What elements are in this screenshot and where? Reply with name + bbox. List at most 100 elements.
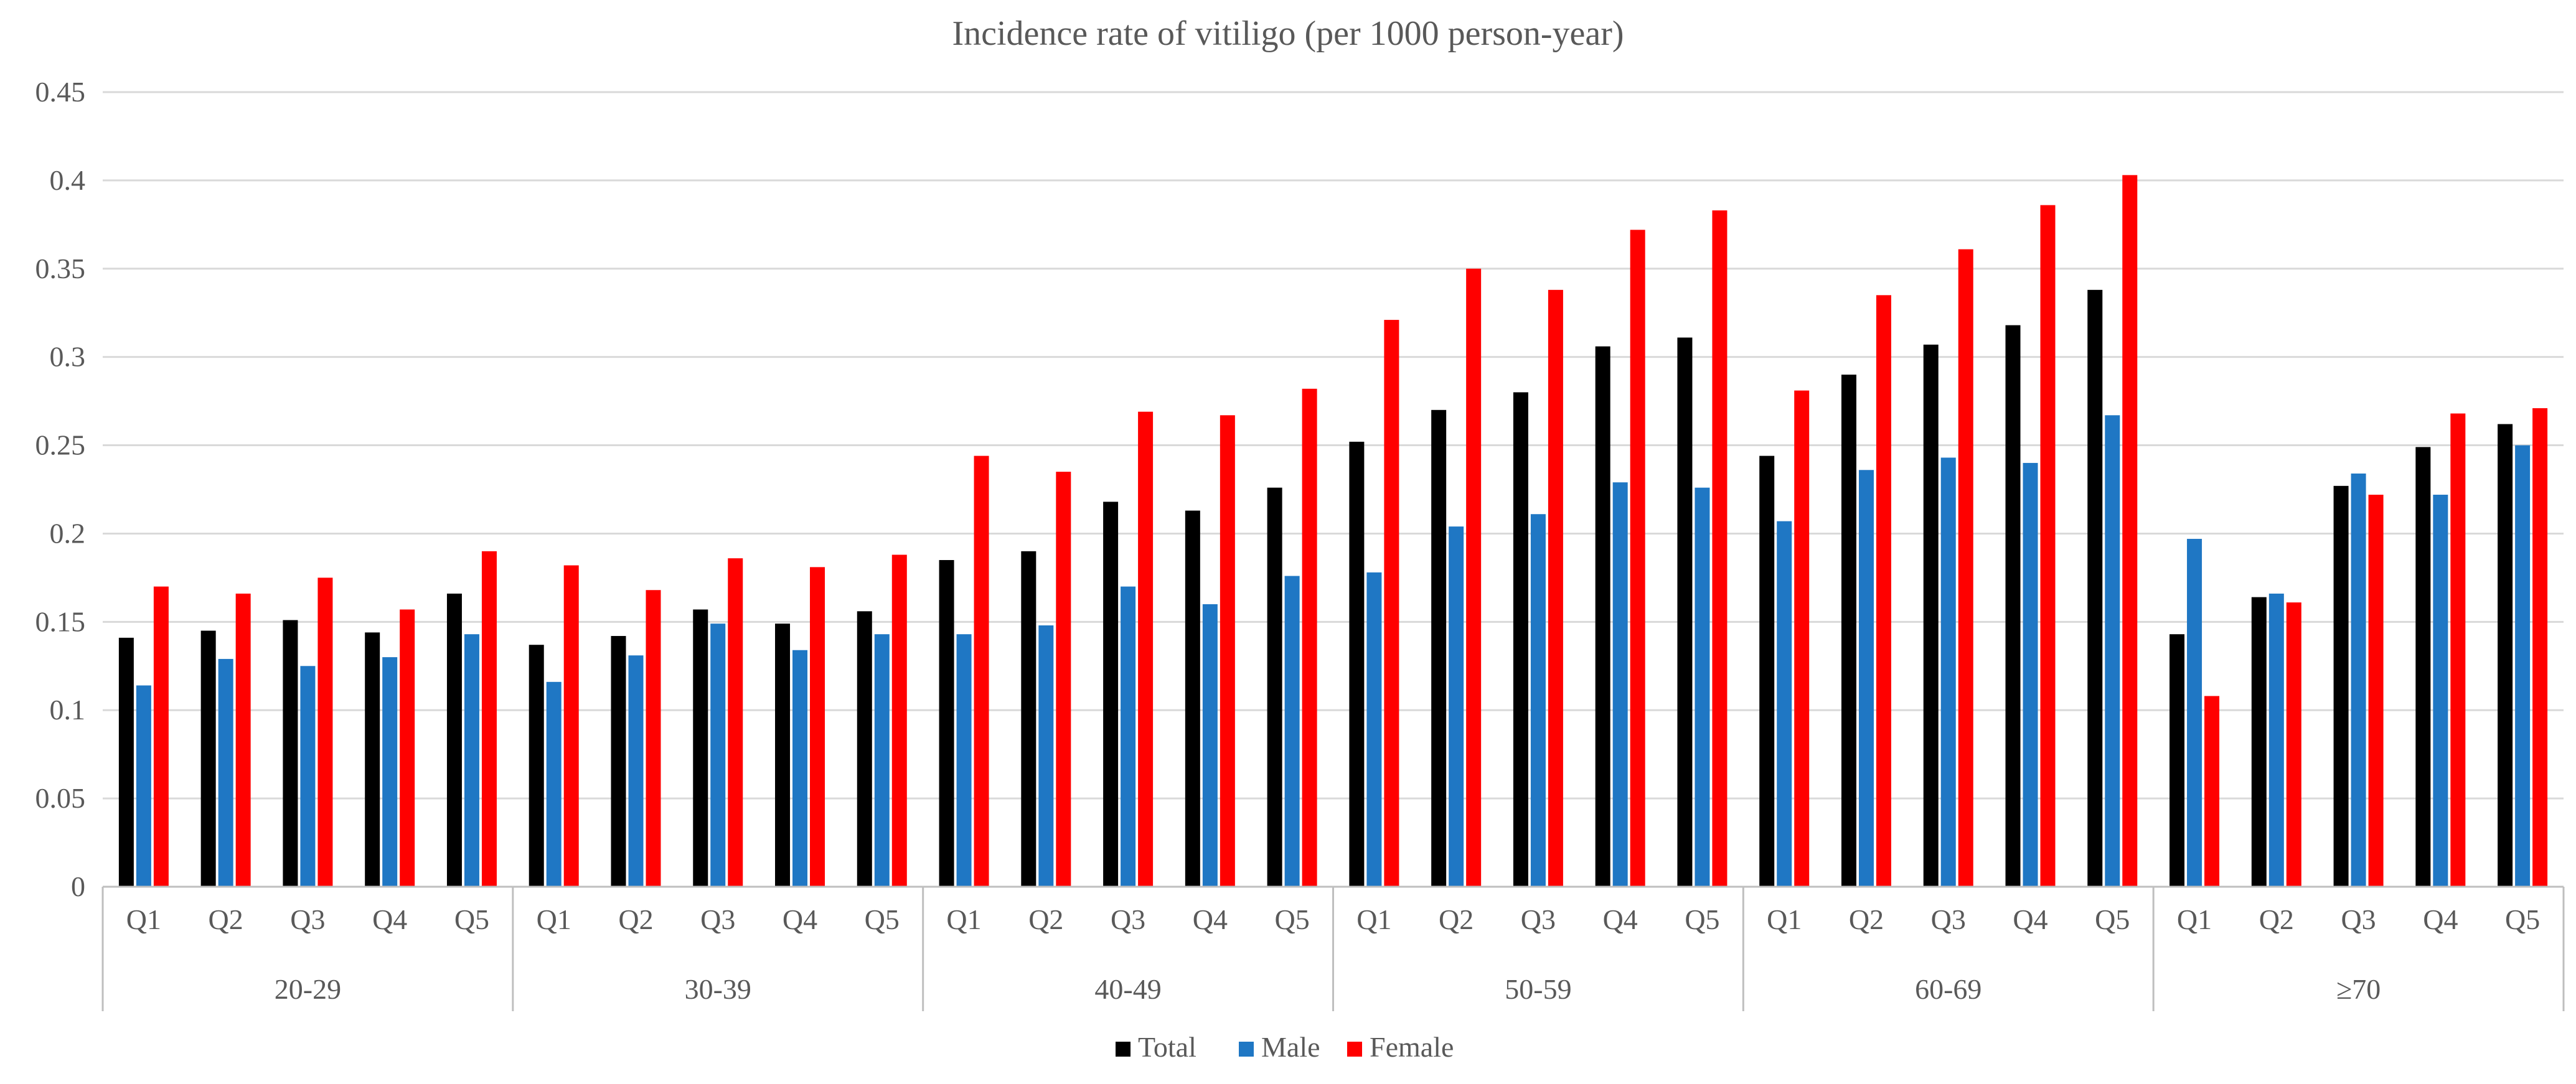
bar-female xyxy=(1466,268,1482,887)
bar-total xyxy=(1431,409,1447,887)
bar-male xyxy=(1695,487,1710,887)
x-tick-label: Q2 xyxy=(1028,904,1063,935)
bar-male xyxy=(956,634,972,887)
bar-male xyxy=(2187,538,2202,887)
bar-female xyxy=(481,551,497,887)
bar-male xyxy=(1449,526,1464,887)
x-tick-label: Q5 xyxy=(1685,904,1719,935)
bar-female xyxy=(563,565,579,887)
bars xyxy=(118,175,2548,887)
bar-male xyxy=(1366,572,1382,887)
bar-total xyxy=(1677,337,1693,887)
bar-female xyxy=(1548,289,1563,887)
bar-female xyxy=(891,554,907,887)
bar-female xyxy=(974,456,989,887)
x-tick-label: Q1 xyxy=(946,904,981,935)
x-tick-label: Q2 xyxy=(2259,904,2294,935)
bar-female xyxy=(646,590,661,887)
x-tick-label: Q1 xyxy=(537,904,571,935)
bar-male xyxy=(382,657,398,887)
y-tick-label: 0.2 xyxy=(50,517,86,549)
x-tick-label: Q3 xyxy=(2341,904,2376,935)
bar-total xyxy=(1513,392,1528,887)
bar-total xyxy=(2333,485,2349,887)
y-tick-label: 0.3 xyxy=(50,341,86,373)
bar-male xyxy=(2433,495,2448,887)
bar-female xyxy=(1794,390,1810,887)
bar-male xyxy=(1530,514,1546,887)
x-tick-label: Q4 xyxy=(783,904,817,935)
bar-male xyxy=(1777,521,1792,887)
y-axis-ticks: 0 0.05 0.1 0.15 0.2 0.25 0.3 0.35 0.4 0.45 xyxy=(35,76,86,902)
x-tick-label: Q4 xyxy=(2423,904,2458,935)
bar-total xyxy=(1103,502,1119,887)
bar-female xyxy=(1302,388,1317,887)
bar-female xyxy=(1056,472,1071,887)
bar-male xyxy=(1284,576,1300,887)
x-tick-label: Q5 xyxy=(1274,904,1309,935)
x-tick-label: Q3 xyxy=(1931,904,1966,935)
y-tick-label: 0.45 xyxy=(35,76,86,108)
x-tick-label: Q3 xyxy=(1521,904,1556,935)
x-tick-label: Q4 xyxy=(1603,904,1638,935)
bar-total xyxy=(365,632,380,887)
bar-female xyxy=(2368,495,2384,887)
bar-total xyxy=(118,637,134,887)
gridlines xyxy=(103,91,2564,800)
y-tick-label: 0 xyxy=(71,871,85,902)
bar-total xyxy=(939,560,954,887)
bar-total xyxy=(1923,344,1939,887)
bar-total xyxy=(1349,441,1365,887)
x-tick-label: Q4 xyxy=(2013,904,2047,935)
bar-male xyxy=(1940,457,1956,887)
bar-total xyxy=(2498,424,2513,887)
x-tick-label: Q5 xyxy=(454,904,489,935)
bar-female xyxy=(1876,295,1891,887)
bar-total xyxy=(446,593,462,887)
bar-female xyxy=(2122,175,2138,887)
bar-male xyxy=(2105,415,2120,887)
bar-male xyxy=(2515,445,2531,887)
bar-male xyxy=(136,685,151,887)
group-label: 60-69 xyxy=(1915,973,1981,1005)
bar-male xyxy=(546,681,562,887)
bar-female xyxy=(2040,205,2056,887)
bar-total xyxy=(1759,456,1775,887)
bar-male xyxy=(2268,593,2284,887)
bar-total xyxy=(611,636,626,887)
x-tick-label: Q3 xyxy=(1111,904,1145,935)
legend-label-female: Female xyxy=(1370,1031,1454,1063)
bar-female xyxy=(810,567,825,887)
bar-female xyxy=(728,558,743,887)
legend-label-male: Male xyxy=(1261,1031,1320,1063)
bar-total xyxy=(2005,325,2021,887)
group-label: 40-49 xyxy=(1094,973,1161,1005)
x-tick-label: Q1 xyxy=(1767,904,1802,935)
group-label: 30-39 xyxy=(685,973,751,1005)
bar-female xyxy=(1712,210,1728,887)
bar-total xyxy=(200,630,216,887)
bar-male xyxy=(710,624,726,887)
legend-swatch-female xyxy=(1347,1042,1362,1057)
bar-total xyxy=(775,624,791,887)
x-tick-label: Q4 xyxy=(1193,904,1228,935)
bar-total xyxy=(283,620,298,887)
bar-female xyxy=(1384,320,1399,887)
bar-total xyxy=(529,645,544,887)
bar-male xyxy=(1038,625,1054,887)
bar-total xyxy=(1595,346,1610,887)
bar-female xyxy=(1630,230,1645,887)
x-tick-label: Q2 xyxy=(1439,904,1474,935)
x-tick-label: Q3 xyxy=(290,904,325,935)
bar-male xyxy=(1858,470,1874,887)
x-tick-label: Q2 xyxy=(618,904,653,935)
bar-female xyxy=(153,586,169,887)
group-label: 20-29 xyxy=(275,973,341,1005)
bar-total xyxy=(1267,487,1282,887)
x-tick-label: Q5 xyxy=(2095,904,2130,935)
bar-male xyxy=(792,650,808,887)
x-tick-label: Q2 xyxy=(209,904,243,935)
bar-male xyxy=(1202,604,1218,887)
